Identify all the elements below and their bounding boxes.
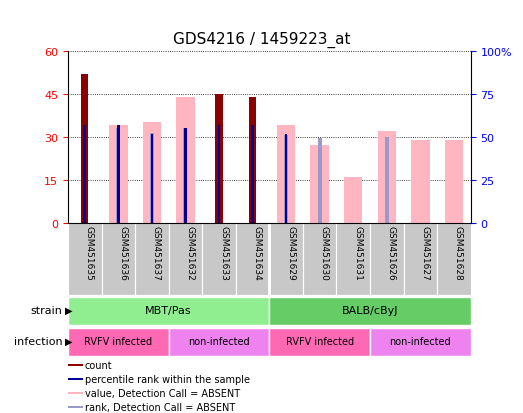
Bar <box>445 140 463 223</box>
Text: GSM451635: GSM451635 <box>85 225 94 280</box>
Bar <box>109 126 128 223</box>
Bar <box>277 126 295 223</box>
Text: BALB/cByJ: BALB/cByJ <box>342 305 399 315</box>
Bar <box>168 328 269 356</box>
Bar <box>269 297 471 325</box>
Bar <box>404 223 437 295</box>
Bar <box>68 223 101 295</box>
Text: GDS4216 / 1459223_at: GDS4216 / 1459223_at <box>173 31 350 47</box>
Bar <box>150 134 154 223</box>
Text: RVFV infected: RVFV infected <box>84 336 152 346</box>
Bar <box>81 74 88 223</box>
Bar <box>236 223 269 295</box>
Bar <box>135 223 168 295</box>
Text: MBT/Pas: MBT/Pas <box>145 305 192 315</box>
Bar <box>143 123 161 223</box>
Bar <box>202 223 236 295</box>
Text: rank, Detection Call = ABSENT: rank, Detection Call = ABSENT <box>85 402 235 412</box>
Text: strain: strain <box>31 305 63 315</box>
Bar <box>101 223 135 295</box>
Bar <box>385 137 389 223</box>
Text: GSM451633: GSM451633 <box>219 225 228 280</box>
Bar <box>284 135 288 223</box>
Text: GSM451629: GSM451629 <box>286 225 295 280</box>
Bar <box>117 126 120 223</box>
Bar <box>168 223 202 295</box>
Bar <box>344 177 362 223</box>
Bar <box>68 328 168 356</box>
Bar <box>249 97 256 223</box>
Text: non-infected: non-infected <box>188 336 250 346</box>
Text: GSM451626: GSM451626 <box>387 225 396 280</box>
Bar <box>311 146 329 223</box>
Bar <box>370 223 404 295</box>
Bar <box>303 223 336 295</box>
Text: ▶: ▶ <box>65 305 73 315</box>
Bar <box>336 223 370 295</box>
Bar <box>285 135 288 223</box>
Bar <box>151 135 153 223</box>
Text: GSM451634: GSM451634 <box>253 225 262 280</box>
Bar <box>378 132 396 223</box>
Bar <box>184 129 187 223</box>
Bar <box>269 223 303 295</box>
Bar <box>437 223 471 295</box>
Text: GSM451636: GSM451636 <box>118 225 127 280</box>
Bar <box>217 125 221 223</box>
Text: infection: infection <box>14 336 63 346</box>
Bar <box>184 129 187 223</box>
Bar <box>68 406 83 408</box>
Bar <box>116 129 120 223</box>
Bar <box>68 297 269 325</box>
Text: percentile rank within the sample: percentile rank within the sample <box>85 374 249 384</box>
Text: non-infected: non-infected <box>390 336 451 346</box>
Text: GSM451628: GSM451628 <box>454 225 463 280</box>
Text: GSM451632: GSM451632 <box>186 225 195 280</box>
Bar <box>68 364 83 366</box>
Text: count: count <box>85 360 112 370</box>
Bar <box>251 129 255 223</box>
Text: GSM451630: GSM451630 <box>320 225 328 280</box>
Text: ▶: ▶ <box>65 336 73 346</box>
Bar <box>251 126 254 223</box>
Bar <box>218 126 220 223</box>
Text: RVFV infected: RVFV infected <box>286 336 354 346</box>
Bar <box>269 328 370 356</box>
Bar <box>84 126 86 223</box>
Bar <box>176 97 195 223</box>
Bar <box>317 139 322 223</box>
Text: GSM451631: GSM451631 <box>353 225 362 280</box>
Bar <box>411 140 429 223</box>
Text: GSM451627: GSM451627 <box>420 225 429 280</box>
Bar <box>215 95 223 223</box>
Bar <box>370 328 471 356</box>
Bar <box>68 378 83 380</box>
Text: GSM451637: GSM451637 <box>152 225 161 280</box>
Text: value, Detection Call = ABSENT: value, Detection Call = ABSENT <box>85 388 240 398</box>
Bar <box>68 392 83 394</box>
